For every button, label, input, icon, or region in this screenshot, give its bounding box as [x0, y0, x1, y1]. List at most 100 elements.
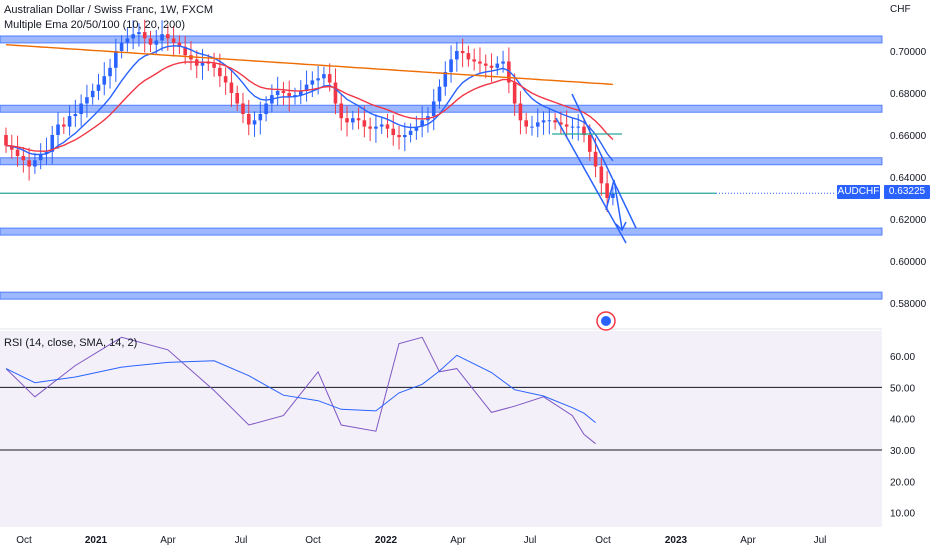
- candle-body: [56, 124, 60, 135]
- candle-body: [241, 103, 245, 114]
- candle-body: [212, 63, 216, 68]
- rsi-tick-label: 10.00: [890, 509, 915, 520]
- candle-body: [275, 90, 280, 96]
- candle-body: [553, 120, 557, 123]
- candle-body: [449, 59, 453, 72]
- candle-body: [443, 72, 448, 87]
- candle-body: [235, 93, 239, 104]
- candle-body: [535, 122, 540, 127]
- candle-body: [593, 151, 598, 167]
- candle-body: [4, 135, 8, 146]
- candle-body: [264, 103, 268, 114]
- candle-body: [431, 101, 436, 117]
- time-axis-label: 2021: [85, 535, 108, 546]
- candle-body: [587, 135, 592, 152]
- candle-body: [131, 34, 135, 39]
- price-tick-label: 0.60000: [890, 257, 927, 268]
- candle-body: [564, 124, 569, 127]
- candle-body: [327, 74, 332, 83]
- candle-body: [316, 78, 320, 81]
- projection-arrow: [605, 179, 623, 230]
- chart-title[interactable]: Australian Dollar / Swiss Franc, 1W, FXC…: [4, 4, 214, 16]
- candle-body: [547, 120, 552, 122]
- candle-body: [67, 116, 72, 127]
- candle-body: [345, 118, 349, 123]
- candle-body: [379, 124, 384, 127]
- candle-body: [62, 124, 66, 127]
- ema-200-line: [5, 44, 613, 86]
- candle-body: [44, 151, 49, 154]
- price-tick-label: 0.62000: [890, 215, 927, 226]
- candle-body: [478, 61, 482, 64]
- time-axis-label: Apr: [450, 535, 466, 546]
- candle-body: [287, 93, 292, 98]
- ema-10-line: [5, 45, 614, 162]
- candle-body: [96, 84, 101, 91]
- zone-band: [0, 291, 883, 300]
- candle-body: [9, 145, 14, 150]
- rsi-sma-line: [5, 354, 596, 423]
- rsi-line: [5, 336, 596, 445]
- time-axis-label: Oct: [595, 535, 611, 546]
- trend-drawings[interactable]: [552, 93, 637, 331]
- rsi-tick-label: 20.00: [890, 477, 915, 488]
- candle-body: [171, 38, 176, 43]
- candle-body: [570, 126, 575, 128]
- candle-body: [304, 84, 309, 91]
- ema-lines: [5, 44, 614, 162]
- events-flag-icon-dot: [601, 316, 611, 326]
- last-price-tag: 0.63225: [884, 185, 930, 199]
- price-tick-label: 0.68000: [890, 89, 927, 100]
- time-axis-label: Jul: [524, 535, 537, 546]
- candle-body: [119, 42, 124, 51]
- candle-body: [137, 32, 141, 35]
- candle-body: [218, 67, 222, 77]
- candle-body: [79, 103, 83, 114]
- candle-body: [466, 53, 471, 60]
- candle-body: [403, 135, 407, 138]
- projection-arrowhead: [615, 221, 627, 232]
- candle-body: [21, 156, 26, 161]
- rsi-tick-label: 40.00: [890, 415, 915, 426]
- candle-body: [114, 51, 118, 68]
- support-resistance-zones[interactable]: [0, 35, 883, 300]
- candle-body: [200, 61, 205, 66]
- rsi-tick-label: 60.00: [890, 352, 915, 363]
- candle-body: [495, 63, 500, 68]
- ema-indicator-label[interactable]: Multiple Ema 20/50/100 (10, 20, 200): [4, 19, 186, 31]
- price-tick-label: 0.58000: [890, 299, 927, 310]
- candle-body: [397, 135, 401, 138]
- candle-body: [362, 120, 367, 127]
- rsi-pane-background: [0, 331, 882, 527]
- axes: CHF 0.70000 0.68000 0.66000 0.64000 0.62000 0.…: [16, 4, 926, 546]
- candle-body: [414, 126, 419, 131]
- rsi-pane[interactable]: [0, 336, 882, 451]
- rsi-tick-label: 30.00: [890, 446, 915, 457]
- candle-body: [374, 126, 378, 129]
- grid-layer: [0, 328, 882, 527]
- candle-body: [512, 82, 517, 104]
- candle-body: [385, 124, 390, 129]
- zone-band: [0, 227, 883, 236]
- candle-body: [160, 34, 164, 41]
- candle-body: [541, 120, 546, 123]
- candle-body: [391, 128, 396, 135]
- candle-body: [501, 61, 505, 64]
- candle-body: [483, 63, 488, 66]
- rsi-indicator-label[interactable]: RSI (14, close, SMA, 14, 2): [4, 337, 138, 349]
- candle-body: [73, 114, 78, 117]
- currency-label: CHF: [890, 4, 911, 15]
- candle-body: [27, 160, 31, 167]
- candle-body: [339, 103, 344, 119]
- candle-body: [154, 40, 159, 45]
- candle-body: [351, 118, 355, 123]
- channel-lower-line: [555, 117, 627, 244]
- zone-band: [0, 35, 883, 44]
- candle-body: [420, 120, 424, 127]
- candle-body: [281, 90, 286, 93]
- time-axis-label: Oct: [305, 535, 321, 546]
- time-axis-label: Apr: [740, 535, 756, 546]
- candle-body: [246, 114, 251, 125]
